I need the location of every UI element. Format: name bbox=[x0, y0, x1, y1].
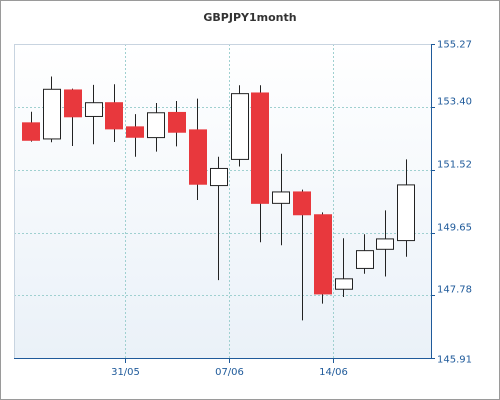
candle-body-up bbox=[210, 167, 228, 187]
candle-body-down bbox=[168, 111, 186, 133]
candle bbox=[335, 238, 353, 297]
candle-body-up bbox=[43, 88, 61, 140]
label-layer: 155.27 153.40 151.52 149.65 147.78 145.91 31/0… bbox=[111, 40, 472, 379]
y-tick-label: 145.91 bbox=[437, 355, 472, 366]
candle-body-up bbox=[85, 102, 103, 117]
candle-body-up bbox=[147, 112, 165, 139]
candle bbox=[376, 210, 394, 277]
candle bbox=[293, 189, 311, 321]
candle-body-up bbox=[356, 250, 374, 269]
y-tick-label: 149.65 bbox=[437, 223, 472, 234]
plot-area bbox=[14, 44, 431, 358]
candle-body-down bbox=[293, 191, 311, 216]
candle bbox=[251, 85, 269, 243]
candle-body-down bbox=[189, 129, 207, 185]
x-tick-label: 14/06 bbox=[319, 367, 348, 378]
candle bbox=[147, 103, 165, 152]
candle-layer bbox=[22, 76, 415, 321]
candle-body-down bbox=[64, 89, 82, 118]
y-tick-label: 155.27 bbox=[437, 40, 472, 51]
y-tick-label: 153.40 bbox=[437, 97, 472, 108]
candle-body-down bbox=[314, 214, 332, 295]
y-tick-label: 147.78 bbox=[437, 285, 472, 296]
candle-body-up bbox=[272, 191, 290, 204]
candle-body-down bbox=[22, 122, 40, 141]
candle-body-down bbox=[126, 126, 144, 138]
candle-body-up bbox=[231, 93, 249, 160]
candle bbox=[272, 153, 290, 246]
candle-body-up bbox=[376, 238, 394, 250]
candle bbox=[210, 156, 228, 281]
candle bbox=[397, 159, 415, 257]
chart-title: GBPJPY1month bbox=[203, 11, 296, 24]
candle-body-down bbox=[251, 92, 269, 204]
candle bbox=[105, 84, 123, 142]
x-tick-label: 31/05 bbox=[111, 367, 140, 378]
candle-body-down bbox=[105, 102, 123, 130]
candle bbox=[168, 101, 186, 147]
candle bbox=[356, 234, 374, 274]
candle bbox=[189, 98, 207, 200]
y-tick-label: 151.52 bbox=[437, 160, 472, 171]
candle bbox=[22, 111, 40, 142]
candle bbox=[231, 85, 249, 167]
candle bbox=[314, 212, 332, 304]
candle bbox=[126, 114, 144, 157]
candle bbox=[64, 88, 82, 146]
candle-body-up bbox=[335, 278, 353, 290]
axis-layer bbox=[14, 44, 435, 363]
candle bbox=[43, 76, 61, 143]
candle bbox=[85, 84, 103, 145]
x-tick-label: 07/06 bbox=[215, 367, 244, 378]
candle-body-up bbox=[397, 184, 415, 242]
